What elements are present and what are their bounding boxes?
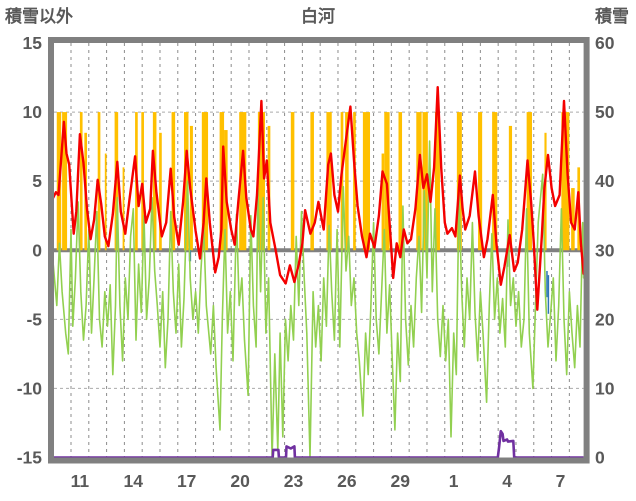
x-axis-tick-label: 23 [284, 471, 304, 491]
orange-bars-bar [159, 132, 162, 251]
x-axis-tick-label: 29 [391, 471, 411, 491]
orange-bars-bar [561, 112, 570, 251]
right-axis-tick-label: 30 [595, 240, 615, 260]
left-axis-tick-label: -15 [17, 448, 43, 468]
orange-bars-bar [434, 112, 440, 251]
purple-line [54, 429, 584, 458]
data-layer [54, 85, 584, 458]
orange-bars-bar [508, 125, 513, 251]
left-axis-tick-label: 10 [23, 102, 43, 122]
orange-bars-bar [326, 112, 332, 251]
right-axis-tick-label: 50 [595, 102, 615, 122]
orange-bars-bar [381, 153, 385, 251]
orange-bars-bar [398, 112, 403, 251]
orange-bars-bar [79, 112, 83, 251]
orange-bars-bar [62, 112, 68, 251]
x-axis-tick-label: 26 [337, 471, 357, 491]
chart-title: 白河 [301, 7, 335, 26]
right-axis-tick-label: 40 [595, 171, 615, 191]
orange-bars-bar [122, 167, 125, 251]
x-axis-tick-label: 7 [556, 471, 566, 491]
blue-bars-bar [547, 275, 550, 314]
orange-bars-bar [239, 112, 247, 251]
right-axis-title: 積雪 [595, 7, 629, 26]
left-axis-tick-label: -10 [17, 378, 43, 398]
right-axis-tick-label: 10 [595, 378, 615, 398]
x-axis-tick-label: 20 [230, 471, 250, 491]
right-axis-tick-label: 60 [595, 33, 615, 53]
orange-bars-bar [362, 112, 371, 251]
orange-bars-bar [184, 112, 189, 251]
red-line [54, 85, 584, 311]
orange-bars-bar [478, 112, 483, 251]
orange-bars-bar [544, 132, 547, 251]
orange-bars-bar [171, 112, 176, 251]
left-axis-tick-label: -5 [26, 309, 42, 329]
orange-bars-bar [104, 153, 107, 251]
gridlines-layer [54, 43, 584, 458]
plot-border [48, 37, 590, 464]
orange-bars-bar [345, 112, 349, 251]
orange-bars-bar [257, 112, 266, 251]
orange-bars-bar [571, 188, 575, 251]
right-axis-tick-label: 0 [595, 448, 605, 468]
left-axis-title: 積雪以外 [5, 7, 73, 26]
left-axis-tick-label: 15 [23, 33, 43, 53]
x-axis-tick-label: 4 [502, 471, 512, 491]
x-axis-tick-label: 1 [449, 471, 459, 491]
x-axis-tick-label: 11 [71, 471, 90, 491]
left-axis-tick-label: 0 [32, 240, 42, 260]
left-axis-tick-label: 5 [32, 171, 42, 191]
x-axis-tick-label: 17 [177, 471, 196, 491]
green-line [54, 140, 584, 458]
orange-bars-bar [416, 112, 422, 251]
orange-bars-bar [492, 112, 498, 251]
orange-bars-bar [141, 112, 144, 251]
orange-bars-bar [189, 125, 193, 251]
orange-bars-bar [290, 112, 295, 251]
right-axis-tick-label: 20 [595, 309, 615, 329]
orange-bars-bar [310, 112, 314, 251]
blue-bars-bar [546, 270, 548, 298]
x-axis-tick-label: 14 [124, 471, 144, 491]
